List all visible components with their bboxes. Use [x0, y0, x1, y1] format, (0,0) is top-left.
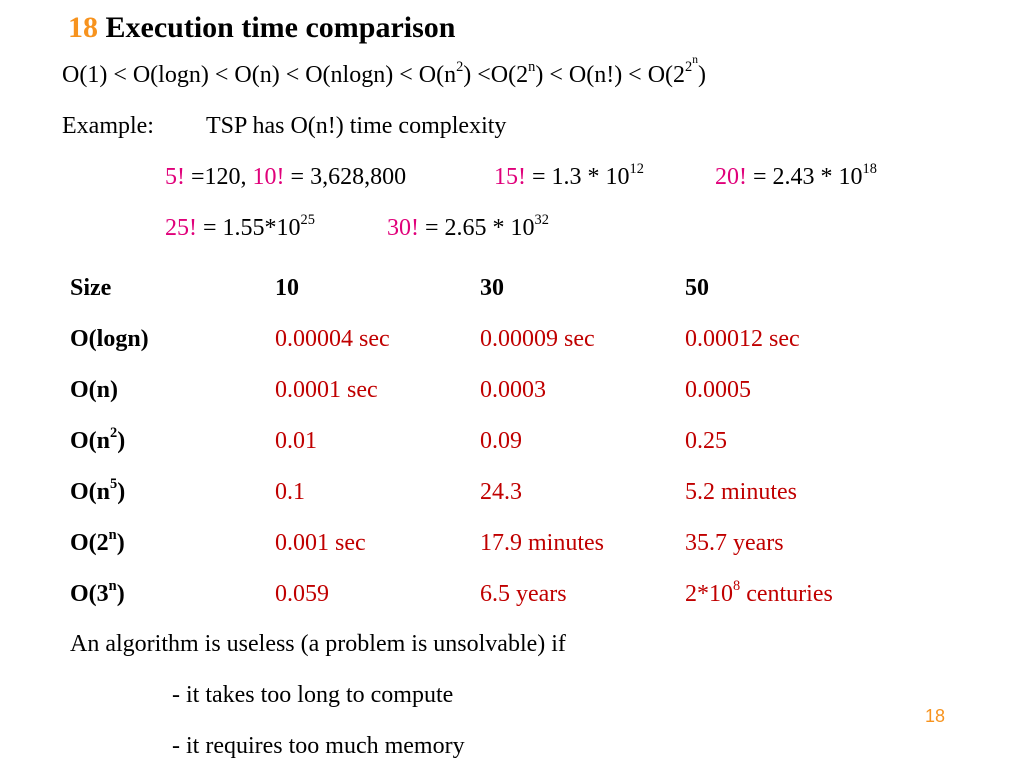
table-cell: 0.00012 sec [685, 326, 800, 352]
row-label-text: O(logn) [70, 326, 149, 352]
order-part: ) < O(n!) < O(2 [535, 61, 686, 88]
factorial-20: 20! = 2.43 * 1018 [715, 161, 877, 192]
factorial-15: 15! = 1.3 * 1012 [494, 161, 644, 192]
page-number: 18 [925, 706, 946, 726]
table-cell: 24.3 [480, 479, 522, 505]
factorial-label: 15! [494, 164, 526, 190]
table-header: Size [70, 275, 112, 301]
order-sup: 2n [685, 54, 698, 76]
order-sup: n [528, 59, 536, 76]
table-header: 30 [480, 275, 504, 301]
table-cell: 0.00004 sec [275, 326, 390, 352]
table-cell: 5.2 minutes [685, 479, 797, 505]
factorial-30: 30! = 2.65 * 1032 [387, 212, 549, 243]
order-part: ) <O(2 [463, 61, 529, 88]
slide-title: 18 Execution time comparison [68, 10, 455, 46]
row-label: O(3n) [70, 579, 125, 609]
factorial-value: = 3,628,800 [284, 164, 407, 190]
factorial-label: 5! [165, 164, 185, 190]
row-label: O(n) [70, 375, 118, 405]
row-label-sup: n [108, 578, 117, 595]
table-cell-end: centuries [740, 581, 833, 607]
factorial-label: 20! [715, 164, 747, 190]
slide-title-text: Execution time comparison [105, 11, 456, 44]
complexity-order: O(1) < O(logn) < O(n) < O(nlogn) < O(n2)… [62, 54, 707, 90]
row-label-text: O(n [70, 428, 111, 454]
order-sup-base: 2 [685, 59, 693, 76]
factorial-value: = 2.43 * 10 [747, 164, 863, 190]
table-cell: 0.0003 [480, 377, 546, 403]
table-cell: 0.00009 sec [480, 326, 595, 352]
row-label-end: ) [117, 428, 126, 454]
table-cell: 0.09 [480, 428, 522, 454]
table-cell-sup: 8 [733, 578, 741, 595]
order-sup: 2 [456, 59, 464, 76]
factorial-value: = 2.65 * 10 [419, 215, 535, 241]
row-label: O(n5) [70, 477, 125, 507]
conclusion-bullet: - it takes too long to compute [172, 682, 454, 708]
order-part: ) [698, 61, 707, 88]
table-cell: 0.25 [685, 428, 727, 454]
row-label: O(logn) [70, 324, 149, 354]
factorial-value: =120, [185, 164, 253, 190]
table-cell: 17.9 minutes [480, 530, 604, 556]
row-label-sup: 2 [110, 425, 118, 442]
factorial-exponent: 12 [629, 161, 644, 178]
table-cell: 0.059 [275, 581, 329, 607]
row-label: O(2n) [70, 528, 125, 558]
table-cell: 2*108 centuries [685, 579, 833, 609]
row-label-text: O(n [70, 479, 111, 505]
slide-number: 18 [68, 11, 98, 44]
row-label-sup: 5 [110, 476, 118, 493]
table-cell: 0.001 sec [275, 530, 366, 556]
conclusion-bullet: - it requires too much memory [172, 733, 465, 759]
row-label-text: O(3 [70, 581, 109, 607]
conclusion-line: An algorithm is useless (a problem is un… [70, 631, 566, 657]
row-label-sup: n [108, 527, 117, 544]
table-cell-text: 2*10 [685, 581, 733, 607]
factorial-exponent: 18 [862, 161, 877, 178]
factorial-label: 30! [387, 215, 419, 241]
order-part: O(1) < O(logn) < O(n) < O(nlogn) < O(n [62, 61, 457, 88]
table-cell: 6.5 years [480, 581, 567, 607]
table-header: 50 [685, 275, 709, 301]
row-label: O(n2) [70, 426, 125, 456]
factorial-value: = 1.55*10 [197, 215, 301, 241]
row-label-text: O(n) [70, 377, 118, 403]
factorial-value: = 1.3 * 10 [526, 164, 630, 190]
table-header: 10 [275, 275, 299, 301]
factorial-exponent: 32 [534, 212, 549, 229]
factorial-label: 10! [252, 164, 285, 190]
table-cell: 0.01 [275, 428, 317, 454]
row-label-end: ) [117, 479, 126, 505]
row-label-text: O(2 [70, 530, 109, 556]
row-label-end: ) [116, 530, 125, 556]
example-label: Example: [62, 113, 154, 139]
table-cell: 0.0001 sec [275, 377, 378, 403]
table-cell: 0.1 [275, 479, 305, 505]
row-label-end: ) [116, 581, 125, 607]
table-cell: 35.7 years [685, 530, 784, 556]
table-cell: 0.0005 [685, 377, 751, 403]
order-sup-sup: n [692, 54, 699, 66]
factorial-exponent: 25 [300, 212, 315, 229]
example-text: TSP has O(n!) time complexity [206, 113, 507, 139]
factorial-25: 25! = 1.55*1025 [165, 212, 315, 243]
factorial-label: 25! [165, 215, 197, 241]
factorial-line-1: 5! =120, 10! = 3,628,800 [165, 163, 406, 192]
